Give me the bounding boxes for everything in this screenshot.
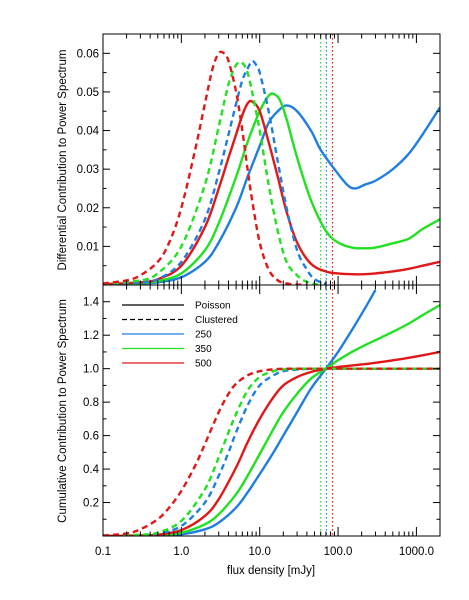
cumulative-panel: 0.2 0.4 0.6 0.8 1.0 1.2 1.4 Cumulative Contrib… — [57, 284, 441, 537]
differential-y-tick-label-3: 0.04 — [77, 126, 100, 138]
cumulative-series-500-poisson — [103, 350, 440, 536]
legend-label-4: 500 — [195, 359, 212, 370]
x-axis: 0.1 1.0 10.0 100.0 1000.0 — [95, 546, 434, 558]
x-tick-label-0: 0.1 — [95, 546, 111, 558]
differential-series-350-poisson — [103, 92, 440, 285]
differential-y-axis-title: Differential Contribution to Power Spect… — [57, 50, 69, 271]
differential-series-500-poisson — [103, 99, 440, 285]
x-tick-label-3: 100.0 — [324, 546, 353, 558]
differential-series-350-clustered — [103, 60, 318, 285]
differential-y-tick-label-0: 0.01 — [77, 241, 99, 253]
cumulative-y-tick-label-5: 1.2 — [83, 330, 99, 342]
differential-plot-frame — [102, 33, 441, 286]
cumulative-series-500-clustered — [103, 367, 440, 536]
cumulative-series-250-clustered — [103, 367, 440, 536]
cumulative-y-tick-label-3: 0.8 — [83, 397, 99, 409]
legend: Poisson Clustered 250 350 500 — [122, 301, 238, 370]
cumulative-y-axis-title: Cumulative Contribution to Power Spectru… — [57, 299, 69, 523]
legend-label-2: 250 — [195, 330, 212, 341]
differential-y-tick-label-5: 0.06 — [77, 48, 99, 60]
cumulative-y-tick-label-1: 0.4 — [83, 464, 100, 476]
differential-panel: 0.01 0.02 0.03 0.04 0.05 0.06 Differential Co… — [57, 33, 441, 286]
differential-series-500-clustered — [103, 50, 307, 285]
x-axis-title: flux density [mJy] — [227, 565, 315, 577]
cumulative-y-tick-label-0: 0.2 — [83, 498, 99, 510]
legend-label-0: Poisson — [195, 301, 231, 312]
differential-y-tick-label-4: 0.05 — [77, 87, 99, 99]
legend-label-3: 350 — [195, 344, 212, 355]
x-tick-label-1: 1.0 — [173, 546, 189, 558]
differential-y-tick-label-1: 0.02 — [77, 203, 99, 215]
legend-label-1: Clustered — [195, 315, 238, 326]
cumulative-series-350-clustered — [103, 367, 440, 536]
cumulative-y-tick-label-6: 1.4 — [83, 297, 100, 309]
cumulative-plot-frame — [102, 284, 441, 537]
differential-series-250-poisson — [103, 104, 440, 285]
differential-series-250-clustered — [103, 59, 327, 285]
x-tick-label-4: 1000.0 — [399, 546, 434, 558]
cumulative-series-350-poisson — [103, 304, 440, 536]
cumulative-series-250-poisson — [103, 289, 377, 536]
cumulative-y-tick-label-2: 0.6 — [83, 431, 99, 443]
x-tick-label-2: 10.0 — [249, 546, 271, 558]
differential-y-tick-label-2: 0.03 — [77, 164, 99, 176]
cumulative-y-tick-label-4: 1.0 — [83, 364, 99, 376]
